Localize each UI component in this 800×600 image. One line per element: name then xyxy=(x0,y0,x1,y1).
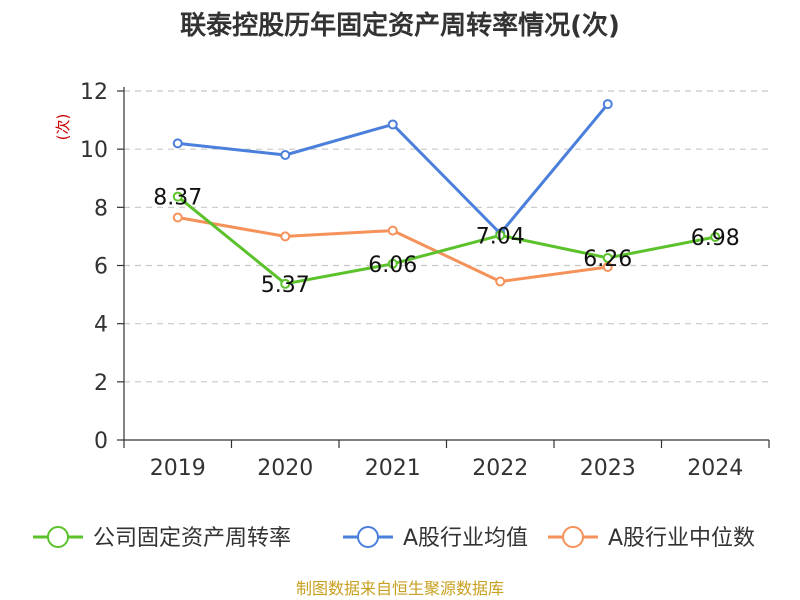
source-note: 制图数据来自恒生聚源数据库 xyxy=(296,579,504,598)
series-2-point-2023 xyxy=(602,261,613,272)
data-label-2022: 7.04 xyxy=(476,224,525,249)
x-tick-label-2023: 2023 xyxy=(580,456,636,481)
series-layer xyxy=(172,99,721,289)
data-label-2024: 6.98 xyxy=(691,226,740,251)
x-tick-label-2021: 2021 xyxy=(365,456,421,481)
series-2-point-2019 xyxy=(172,212,183,223)
series-line-0 xyxy=(176,195,716,286)
y-tick-label-2: 2 xyxy=(94,371,108,396)
series-1-point-2021 xyxy=(387,119,398,130)
axes: 0 2 4 6 8 10 12 2019 2020 2021 2022 2023 2024 xyxy=(80,80,770,481)
data-label-2019: 8.37 xyxy=(153,186,202,211)
x-tick-label-2020: 2020 xyxy=(257,456,313,481)
y-tick-label-10: 10 xyxy=(80,138,108,163)
series-1-point-2023 xyxy=(602,99,613,110)
data-label-2023: 6.26 xyxy=(583,247,632,272)
legend-marker-2 xyxy=(562,526,584,548)
series-0-point-2022 xyxy=(495,230,506,241)
x-tick-label-2019: 2019 xyxy=(150,456,206,481)
series-0-point-2024 xyxy=(710,231,721,242)
series-0-point-2023 xyxy=(602,252,613,263)
legend-marker-1 xyxy=(357,526,379,548)
data-labels: 8.37 5.37 6.06 7.04 6.26 6.98 xyxy=(153,186,739,298)
x-tick-label-2024: 2024 xyxy=(687,456,743,481)
y-tick-label-8: 8 xyxy=(94,196,108,221)
series-2-point-2022 xyxy=(495,276,506,287)
series-1-point-2019 xyxy=(172,138,183,149)
y-tick-label-6: 6 xyxy=(94,255,108,280)
series-2-point-2020 xyxy=(280,231,291,242)
legend-label-2: A股行业中位数 xyxy=(608,526,755,551)
y-tick-label-12: 12 xyxy=(80,80,108,105)
legend-label-0: 公司固定资产周转率 xyxy=(93,526,291,551)
series-0-point-2019 xyxy=(172,191,183,202)
gridlines xyxy=(124,90,769,383)
series-1-point-2020 xyxy=(280,149,291,160)
data-label-2020: 5.37 xyxy=(261,273,310,298)
y-tick-label-0: 0 xyxy=(94,429,108,454)
series-2-point-2021 xyxy=(387,225,398,236)
series-0-point-2021 xyxy=(387,258,398,269)
legend-label-1: A股行业均值 xyxy=(403,526,528,551)
y-axis-label: (次) xyxy=(54,114,72,141)
x-tick-label-2022: 2022 xyxy=(472,456,528,481)
legend-marker-0 xyxy=(47,526,69,548)
series-0-point-2020 xyxy=(280,278,291,289)
chart-title: 联泰控股历年固定资产周转率情况(次) xyxy=(180,10,620,41)
data-label-2021: 6.06 xyxy=(368,253,417,278)
legend: 公司固定资产周转率 A股行业均值 A股行业中位数 xyxy=(33,526,755,551)
y-tick-label-4: 4 xyxy=(94,313,108,338)
